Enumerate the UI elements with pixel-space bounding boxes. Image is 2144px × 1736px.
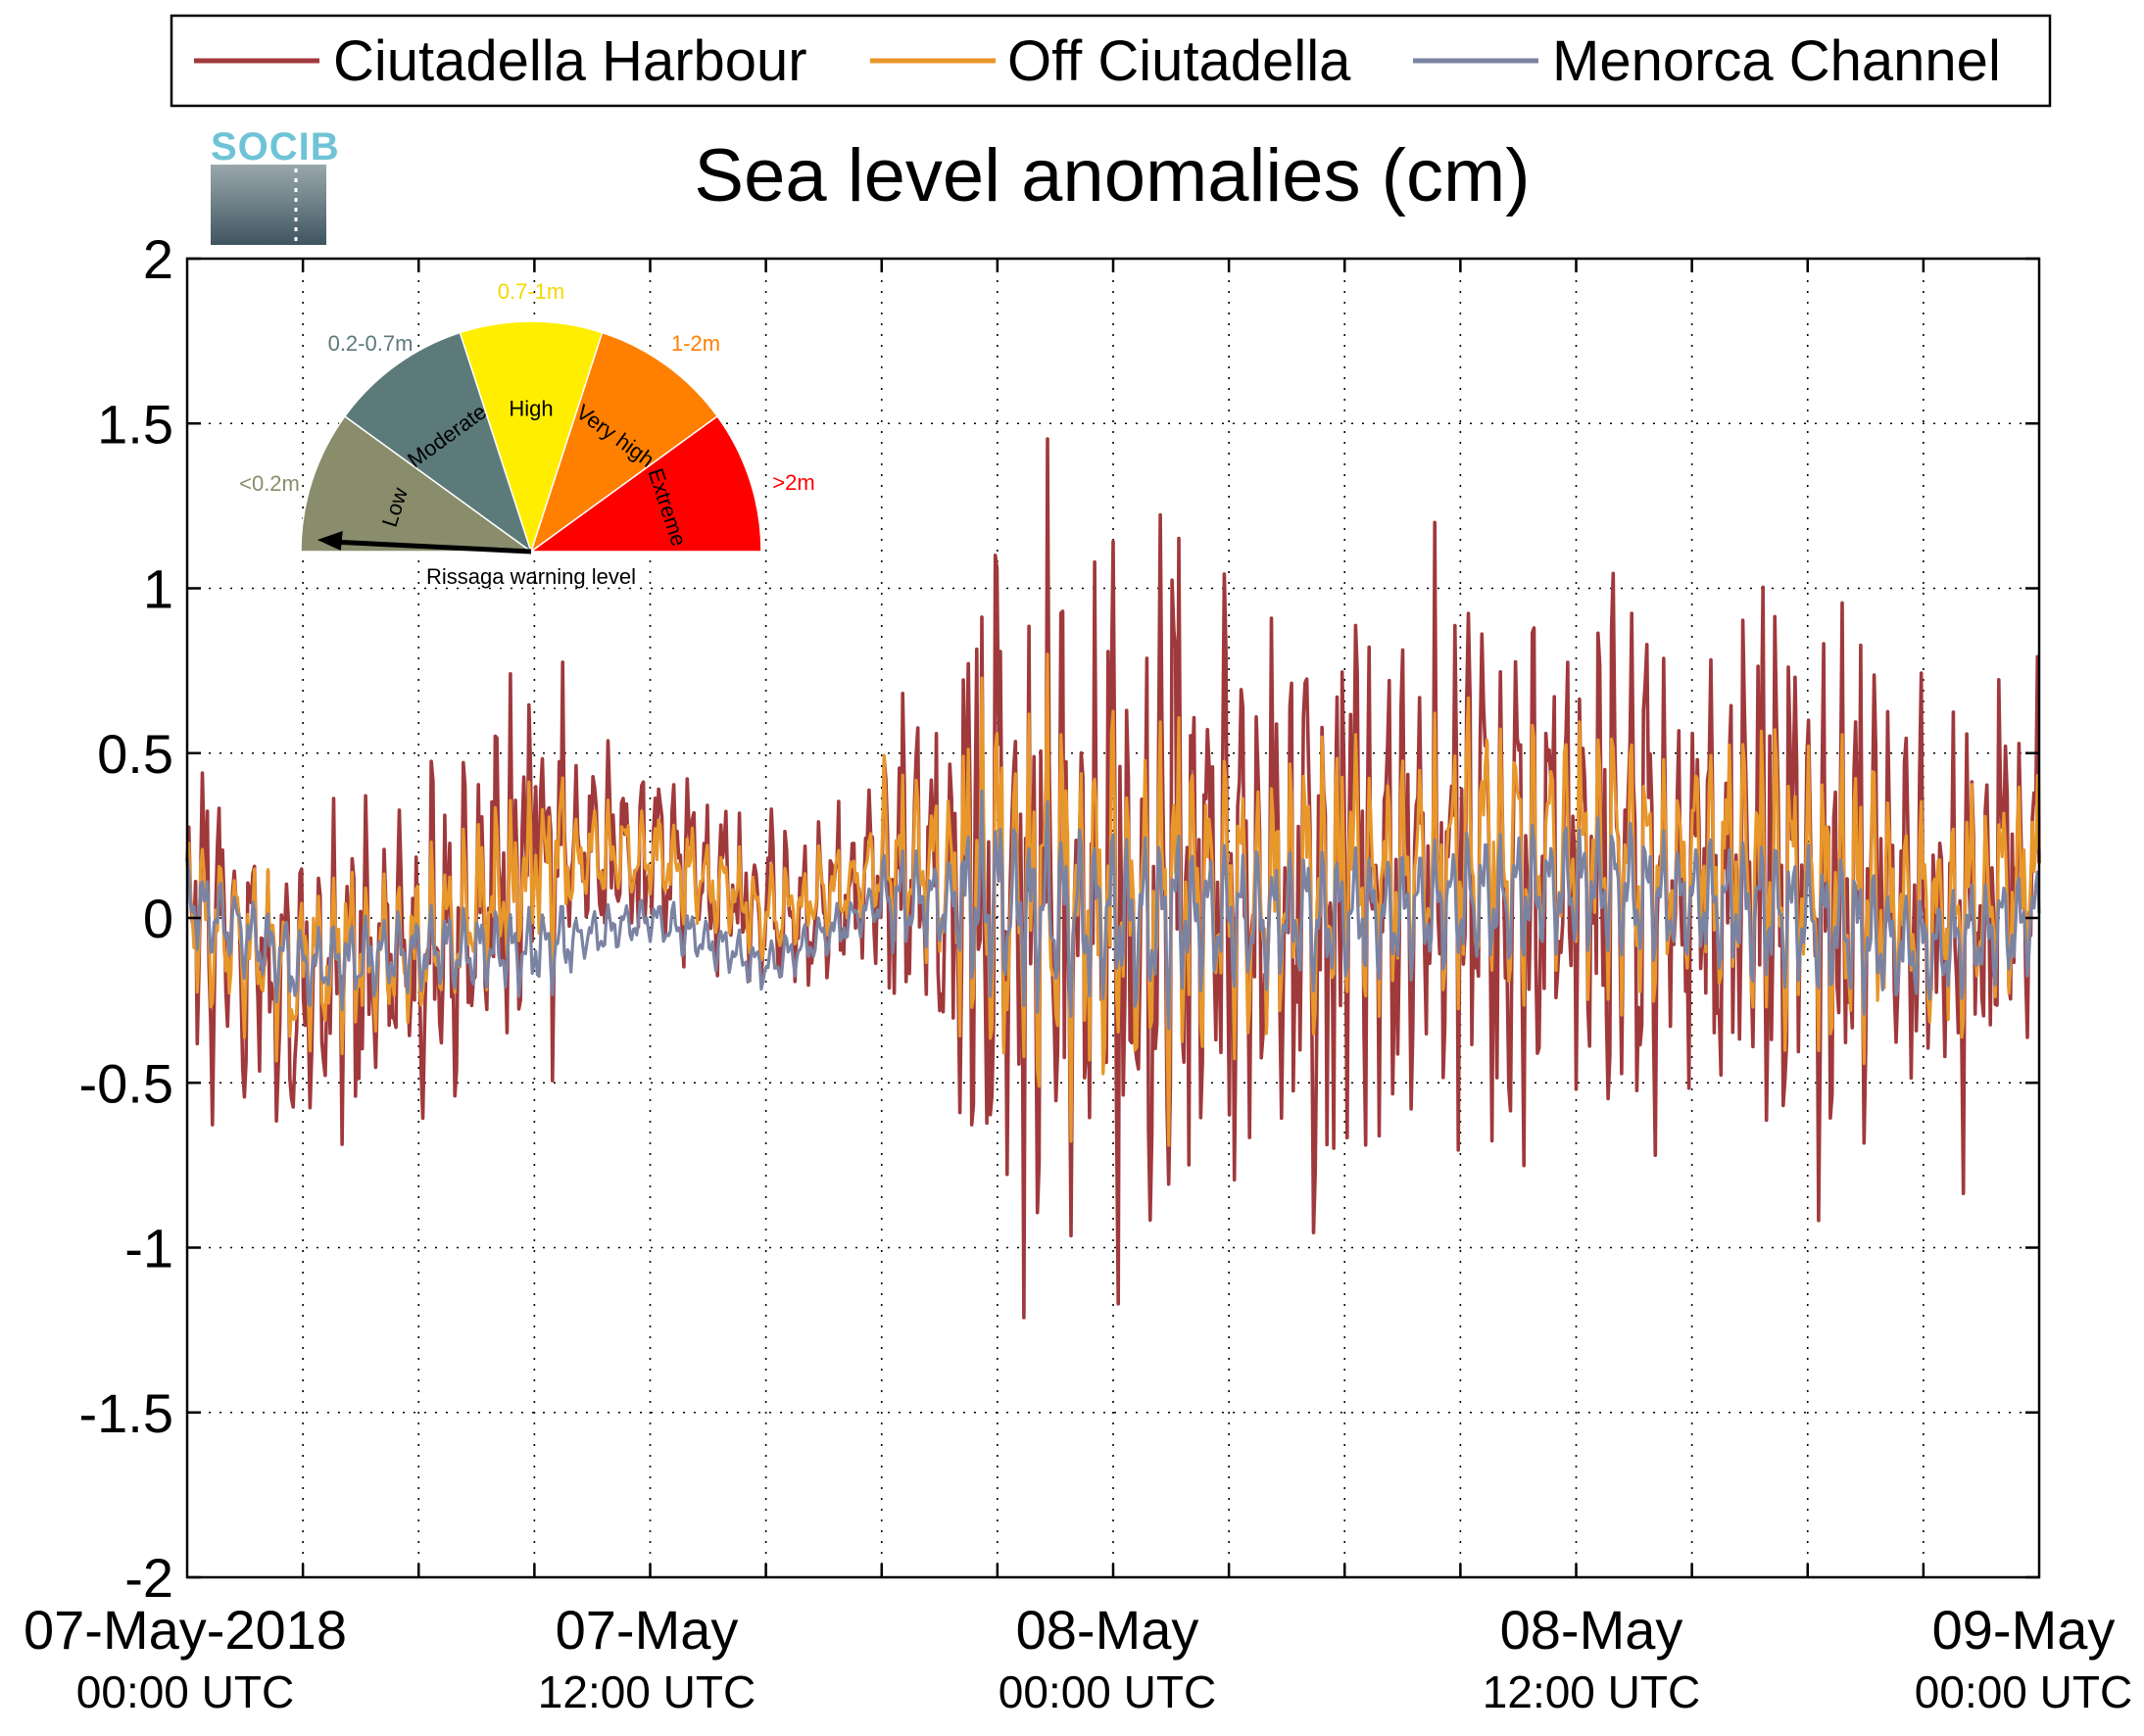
gauge-sector-very-high [529,331,719,554]
y-tick-label: -0.5 [79,1052,174,1114]
series-line-ciutadella-harbour [185,437,2041,1320]
gauge-range-label: 0.2-0.7m [328,331,414,356]
gauge-sector-moderate [343,331,533,554]
y-tick-label: -1.5 [79,1382,174,1444]
y-tick-label: -1 [124,1218,173,1279]
legend: Ciutadella Harbour Off Ciutadella Menorc… [170,14,2052,108]
x-tick-label-date: 09-May [1932,1599,2116,1661]
legend-label-off-ciutadella: Off Ciutadella [1007,29,1351,93]
gauge-needle-arrowhead [317,531,343,551]
gauge-range-label: 0.7-1m [498,279,564,304]
x-tick-label-time: 12:00 UTC [538,1666,755,1717]
gauge-sector-label: High [509,396,553,420]
x-tick-label-time: 00:00 UTC [1915,1666,2132,1717]
series-line-off-ciutadella [185,652,2041,1147]
series-line-menorca-channel [185,789,2041,1031]
x-tick-label-date: 08-May [1500,1599,1683,1661]
legend-box [170,14,2052,108]
gauge-range-label: <0.2m [239,471,300,496]
chart-title: Sea level anomalies (cm) [694,134,1530,217]
x-tick-label-time: 12:00 UTC [1483,1666,1700,1717]
x-tick-label-date: 07-May [556,1599,739,1661]
legend-label-menorca-channel: Menorca Channel [1552,29,2001,93]
gauge-needle [330,539,532,555]
gauge-sector-extreme [528,414,762,553]
series-lines [185,437,2041,1320]
y-tick-label: 1.5 [97,393,173,455]
y-tick-label: 1 [143,558,173,620]
y-tick-label: -2 [124,1547,173,1609]
legend-label-ciutadella-harbour: Ciutadella Harbour [333,29,807,93]
x-tick-label-date: 07-May-2018 [24,1599,347,1661]
socib-logo-text: SOCIB [211,125,340,169]
socib-logo: SOCIB [211,125,340,245]
y-tick-label: 0.5 [97,723,173,785]
x-tick-label-time: 00:00 UTC [999,1666,1216,1717]
gauge-sector-low [300,414,534,553]
gauge-range-label: >2m [772,470,814,495]
y-tick-label: 2 [143,228,173,290]
gauge-range-label: 1-2m [671,331,720,356]
y-axis-ticks: 2 1.5 1 0.5 0 -0.5 -1 -1.5 -2 [79,228,2039,1609]
x-tick-label-date: 08-May [1016,1599,1199,1661]
gauge-caption: Rissaga warning level [426,564,636,589]
y-tick-label: 0 [143,888,173,949]
x-tick-label-time: 00:00 UTC [76,1666,294,1717]
gauge-sector-high [459,320,604,555]
socib-logo-mark [211,165,326,245]
